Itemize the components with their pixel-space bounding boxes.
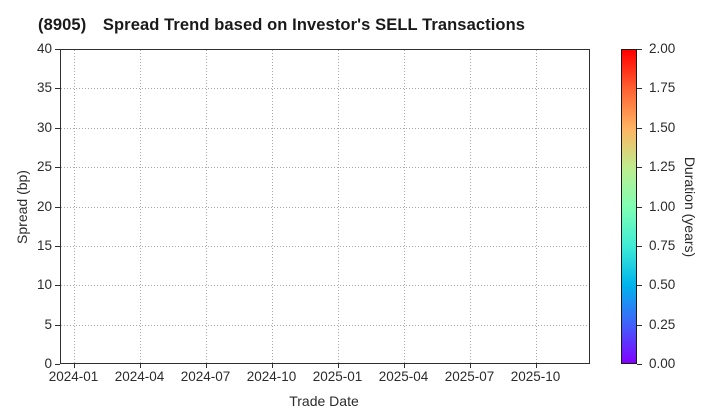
x-tick-label: 2024-07	[180, 369, 231, 384]
y-tick-label: 15	[36, 237, 52, 253]
y-tick-mark	[55, 167, 60, 169]
colorbar-tick-mark	[637, 285, 642, 287]
colorbar-tick-mark	[637, 245, 642, 247]
y-gridline	[61, 245, 589, 247]
x-tick-mark	[73, 364, 75, 368]
colorbar-tick-label: 0.50	[649, 277, 676, 293]
x-tick-mark	[469, 364, 471, 368]
colorbar-tick-mark	[637, 206, 642, 208]
chart-title: (8905) Spread Trend based on Investor's …	[38, 16, 526, 34]
y-gridline	[61, 324, 589, 326]
colorbar-label: Duration (years)	[682, 156, 698, 258]
y-tick-label: 10	[36, 277, 52, 293]
colorbar-tick-mark	[637, 49, 642, 50]
colorbar-tick-label: 0.75	[649, 237, 676, 253]
colorbar-tick-mark	[637, 167, 642, 169]
y-tick-mark	[55, 88, 60, 90]
colorbar-tick-label: 1.75	[649, 80, 676, 96]
y-tick-mark	[55, 285, 60, 287]
colorbar-tick-mark	[637, 88, 642, 90]
y-tick-label: 5	[44, 316, 52, 332]
x-tick-label: 2024-10	[246, 369, 297, 384]
y-gridline	[61, 127, 589, 129]
x-tick-mark	[205, 364, 207, 368]
y-tick-mark	[55, 49, 60, 50]
y-tick-mark	[55, 364, 60, 365]
x-tick-label: 2025-04	[378, 369, 429, 384]
x-tick-mark	[403, 364, 405, 368]
y-tick-mark	[55, 127, 60, 129]
colorbar-gradient	[621, 49, 637, 364]
x-tick-label: 2025-07	[444, 369, 495, 384]
colorbar-tick-mark	[637, 127, 642, 129]
y-gridline	[61, 88, 589, 90]
x-axis-label: Trade Date	[289, 393, 359, 409]
y-tick-label: 20	[36, 198, 52, 214]
y-tick-mark	[55, 245, 60, 247]
y-tick-label: 30	[36, 119, 52, 135]
colorbar-tick-label: 1.25	[649, 159, 676, 175]
colorbar-tick-label: 1.00	[649, 198, 676, 214]
y-tick-label: 40	[36, 41, 52, 56]
x-tick-label: 2025-01	[312, 369, 363, 384]
colorbar-tick-label: 2.00	[649, 41, 676, 56]
y-tick-label: 35	[36, 80, 52, 96]
colorbar-tick-label: 0.25	[649, 316, 676, 332]
colorbar-tick-mark	[637, 364, 642, 365]
colorbar-tick-mark	[637, 324, 642, 326]
x-tick-label: 2024-01	[48, 369, 99, 384]
y-tick-label: 25	[36, 159, 52, 175]
y-gridline	[61, 206, 589, 208]
x-tick-label: 2025-10	[510, 369, 561, 384]
y-gridline	[61, 167, 589, 169]
x-tick-label: 2024-04	[114, 369, 165, 384]
y-tick-mark	[55, 324, 60, 326]
colorbar-tick-label: 0.00	[649, 356, 676, 371]
x-tick-mark	[139, 364, 141, 368]
y-tick-mark	[55, 206, 60, 208]
x-tick-mark	[337, 364, 339, 368]
y-gridline	[61, 285, 589, 287]
y-tick-label: 0	[44, 356, 52, 371]
x-tick-mark	[271, 364, 273, 368]
x-tick-mark	[535, 364, 537, 368]
colorbar-tick-label: 1.50	[649, 119, 676, 135]
